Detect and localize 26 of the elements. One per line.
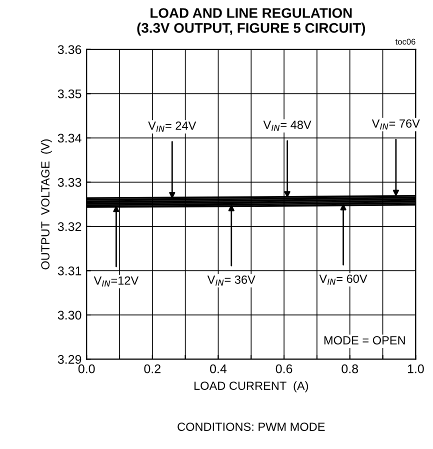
y-tick-label: 3.30 bbox=[58, 310, 82, 320]
x-tick-label: 0.4 bbox=[210, 364, 227, 374]
annotation: V$_{IN}$= 76V bbox=[372, 119, 420, 130]
text: CONDITIONS: PWM MODE bbox=[178, 422, 325, 431]
annotation: V$_{IN}$= 24V bbox=[148, 122, 196, 132]
y-tick-label: 3.34 bbox=[58, 134, 82, 143]
y-tick-label: 3.31 bbox=[58, 266, 82, 276]
x-tick-label: 0.0 bbox=[78, 364, 95, 374]
annotation: V$_{IN}$= 36V bbox=[207, 275, 256, 286]
y-axis-title: OUTPUT VOLTAGE (V) bbox=[40, 139, 52, 270]
x-tick-label: 1.0 bbox=[408, 364, 424, 374]
y-tick-label: 3.36 bbox=[58, 45, 82, 54]
x-tick-label: 0.6 bbox=[276, 364, 292, 374]
y-tick-label: 3.29 bbox=[58, 355, 82, 364]
x-axis-title: LOAD CURRENT (A) bbox=[194, 381, 308, 392]
annotation: V$_{IN}$=12V bbox=[94, 276, 139, 287]
annotation: V$_{IN}$= 48V bbox=[263, 120, 312, 131]
annotation: MODE = OPEN bbox=[324, 336, 405, 344]
chart-title: LOAD AND LINE REGULATION (3.3V OUTPUT, FIGURE 5 CIRCUIT) bbox=[137, 8, 366, 36]
x-tick-label: 0.2 bbox=[144, 364, 160, 374]
y-tick-label: 3.32 bbox=[58, 222, 82, 232]
annotation: V$_{IN}$= 60V bbox=[319, 274, 368, 285]
text: toc06 bbox=[395, 38, 416, 45]
y-tick-label: 3.35 bbox=[58, 89, 82, 98]
x-tick-label: 0.8 bbox=[342, 364, 358, 374]
y-tick-label: 3.33 bbox=[58, 178, 82, 187]
